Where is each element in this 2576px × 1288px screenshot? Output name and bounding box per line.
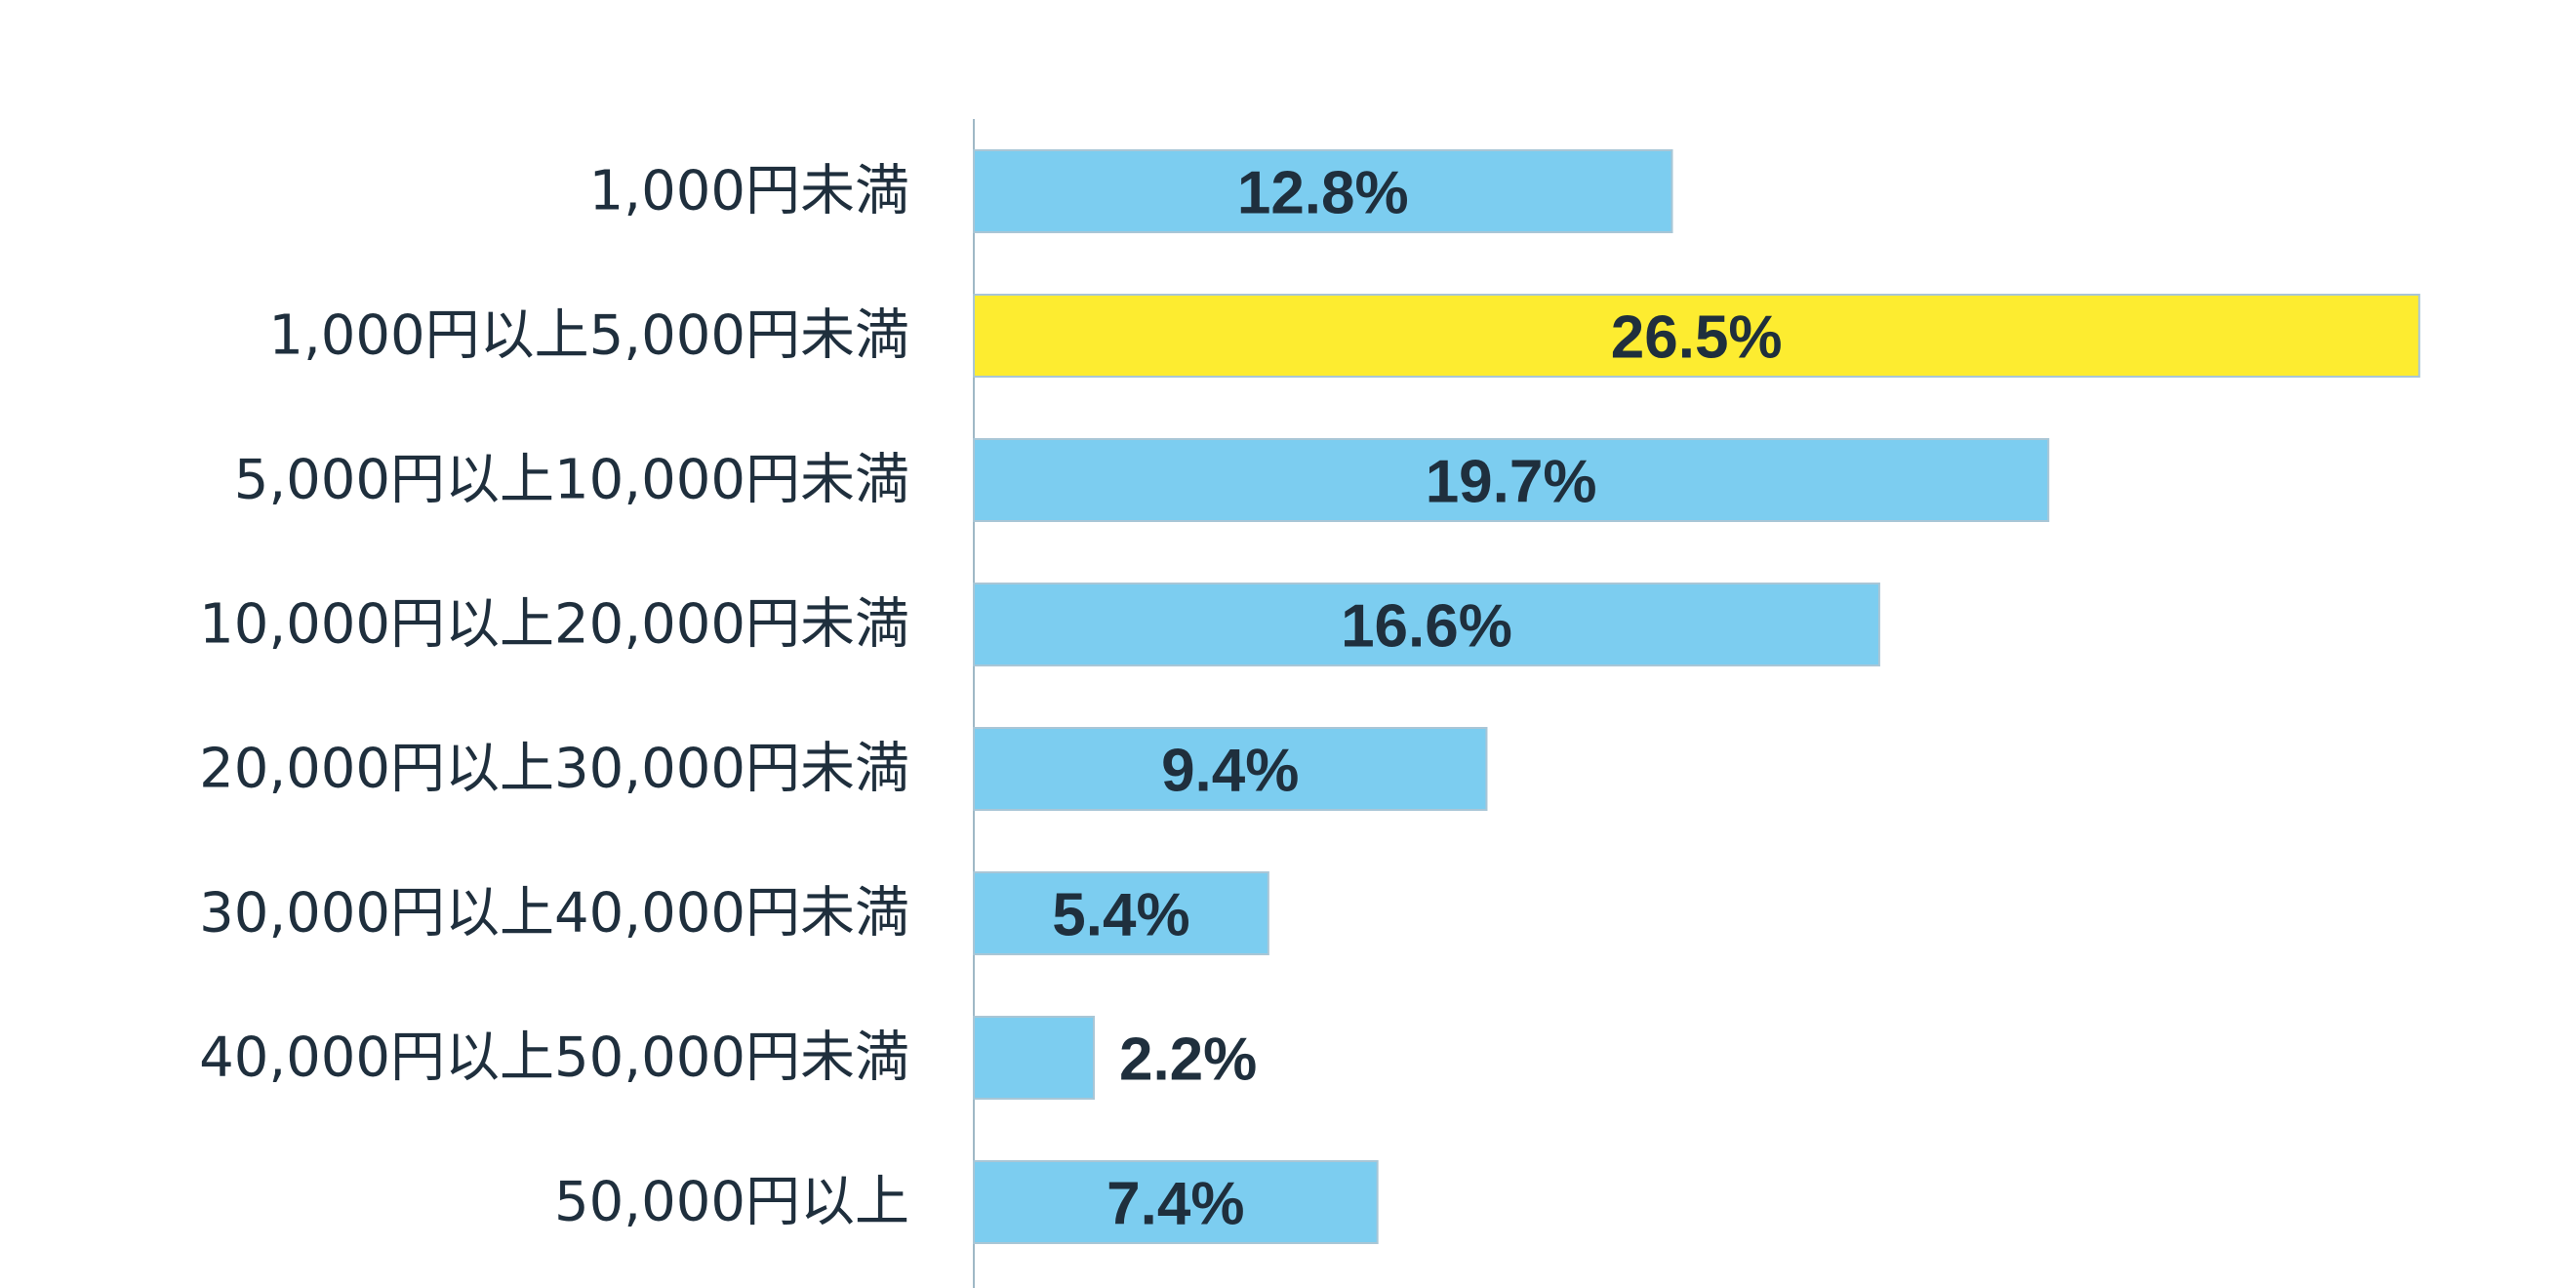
category-label-4: 10,000円以上20,000円未満 [199, 593, 909, 657]
value-label-4: 16.6% [1341, 593, 1512, 661]
category-label-1: 1,000円未満 [589, 160, 909, 223]
category-label-5: 20,000円以上30,000円未満 [199, 738, 909, 801]
value-label-3: 19.7% [1426, 449, 1597, 516]
value-label-6: 5.4% [1052, 882, 1189, 949]
bar-6 [973, 871, 1269, 955]
bar-7 [973, 1016, 1095, 1100]
bar-5 [973, 727, 1488, 811]
category-label-7: 40,000円以上50,000円未満 [199, 1026, 909, 1090]
value-label-8: 7.4% [1107, 1171, 1244, 1238]
value-label-7: 2.2% [1119, 1026, 1257, 1094]
category-label-2: 1,000円以上5,000円未満 [268, 304, 909, 368]
category-label-3: 5,000円以上10,000円未満 [234, 449, 909, 512]
bar-4 [973, 583, 1880, 666]
bars [973, 149, 2421, 1244]
bar-1 [973, 149, 1673, 233]
value-label-2: 26.5% [1611, 304, 1783, 372]
bar-8 [973, 1160, 1379, 1244]
value-label-1: 12.8% [1237, 160, 1409, 227]
bar-2 [973, 294, 2421, 378]
category-label-6: 30,000円以上40,000円未満 [199, 882, 909, 946]
category-label-8: 50,000円以上 [554, 1171, 909, 1234]
value-label-5: 9.4% [1161, 738, 1299, 805]
value-labels: 12.8% 26.5% 19.7% 16.6% 9.4% 5.4% 2.2% 7.4% [1052, 160, 1782, 1238]
category-labels: 1,000円未満 1,000円以上5,000円未満 5,000円以上10,000円未… [199, 160, 909, 1234]
bar-3 [973, 438, 2050, 522]
